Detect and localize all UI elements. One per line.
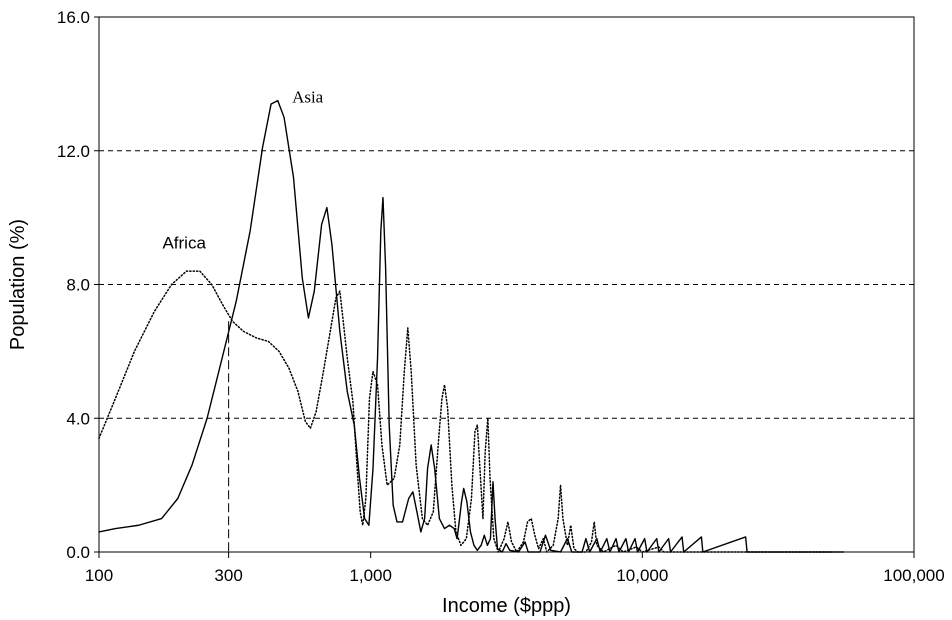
annotation-asia: Asia: [292, 88, 324, 107]
series-line-africa: [98, 270, 833, 553]
x-axis-ticks: 100 300 1,000 10,000 100,000: [85, 552, 945, 585]
y-tick-label-0: 0.0: [66, 543, 90, 562]
y-axis-label: Population (%): [7, 219, 29, 350]
x-tick-label-1: 300: [214, 566, 242, 585]
y-tick-label-1: 4.0: [66, 409, 90, 428]
y-axis-ticks: 0.0 4.0 8.0 12.0 16.0: [57, 8, 99, 562]
x-tick-label-3: 10,000: [616, 566, 668, 585]
x-tick-label-4: 100,000: [883, 566, 944, 585]
series-line-asia: [98, 99, 845, 553]
series-group: [98, 99, 845, 553]
x-tick-label-0: 100: [85, 566, 113, 585]
y-tick-label-3: 12.0: [57, 142, 90, 161]
x-tick-label-2: 1,000: [349, 566, 392, 585]
y-tick-label-2: 8.0: [66, 276, 90, 295]
x-axis-label: Income ($ppp): [442, 595, 571, 617]
y-tick-label-4: 16.0: [57, 8, 90, 27]
annotation-africa: Africa: [162, 233, 206, 252]
grid-lines: [99, 16, 914, 419]
